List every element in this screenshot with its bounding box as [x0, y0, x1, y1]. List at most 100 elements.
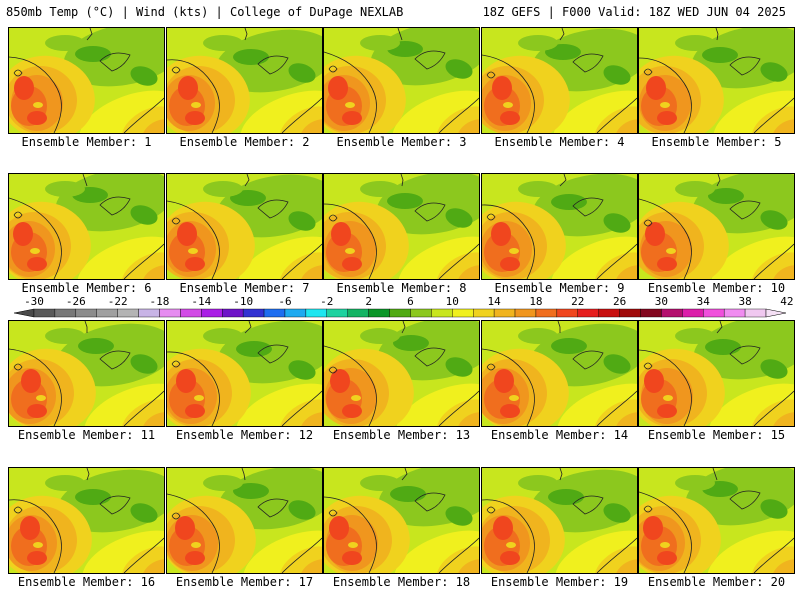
cool-region — [518, 35, 558, 51]
coastline — [557, 321, 561, 333]
ensemble-panel-map — [638, 27, 795, 134]
plume-spot — [345, 102, 355, 108]
cool-core — [551, 194, 587, 210]
cool-region — [675, 35, 715, 51]
isotherm-contour — [729, 345, 761, 365]
temperature-field — [9, 174, 164, 279]
temperature-field — [482, 321, 637, 426]
colorbar-swatch — [96, 308, 118, 318]
coastline — [123, 243, 164, 279]
ensemble-panel-map — [481, 467, 638, 574]
plume-spot — [509, 248, 519, 254]
isotherm-contour — [572, 495, 604, 515]
cool-core — [603, 354, 631, 374]
warm-region — [457, 265, 479, 279]
isotherm-contour — [414, 492, 446, 512]
cool-core — [603, 213, 631, 233]
isotherm-contour — [414, 202, 446, 222]
coastline — [715, 28, 719, 41]
colorbar-swatch — [703, 308, 725, 318]
isotherm-contour — [486, 71, 496, 79]
plume-hot — [500, 111, 520, 125]
colorbar-tick-label: 34 — [696, 295, 710, 308]
cool-core — [130, 205, 158, 225]
cool-core — [78, 338, 114, 354]
colorbar-swatch — [535, 308, 558, 318]
cool-core — [390, 486, 426, 502]
plume-hot — [185, 551, 205, 565]
cool-core — [230, 190, 266, 206]
isotherm-contour — [99, 350, 131, 370]
colorbar-tick-label: 30 — [654, 295, 669, 308]
coastline — [281, 537, 322, 573]
cool-region — [518, 328, 558, 344]
plume-hot — [185, 111, 205, 125]
ensemble-panel-map — [481, 320, 638, 427]
cool-core — [603, 503, 631, 523]
cool-core — [705, 339, 741, 355]
colorbar-swatch — [263, 308, 286, 318]
colorbar-tick-label: -10 — [233, 295, 254, 308]
temperature-colorbar — [13, 308, 787, 318]
ensemble-member-label: Ensemble Member: 4 — [494, 135, 625, 149]
isotherm-contour — [486, 363, 496, 371]
coastline — [716, 321, 723, 334]
temperature-field — [324, 28, 479, 133]
warm-region — [142, 412, 164, 426]
ensemble-panel-map — [481, 173, 638, 280]
cool-region — [675, 181, 715, 197]
plume-hot — [27, 404, 47, 418]
plume-spot — [191, 102, 201, 108]
isotherm-contour — [99, 495, 131, 515]
valid-time: 18Z GEFS | F000 Valid: 18Z WED JUN 04 20… — [482, 5, 786, 19]
isotherm-contour — [328, 509, 338, 517]
colorbar-swatch — [598, 308, 620, 318]
plume-spot — [503, 102, 513, 108]
plume-spot — [36, 395, 46, 401]
plume-hot — [500, 257, 520, 271]
cool-region — [203, 475, 243, 491]
cool-core — [445, 357, 473, 377]
plume-hot — [493, 516, 513, 540]
colorbar-swatch — [326, 308, 348, 318]
isotherm-contour — [639, 57, 692, 133]
colorbar-swatch — [452, 308, 474, 318]
colorbar-swatch — [284, 308, 307, 318]
ensemble-panel-map — [8, 320, 165, 427]
cool-core — [75, 489, 111, 505]
plume-spot — [666, 248, 676, 254]
plume-hot — [14, 76, 34, 100]
isotherm-contour — [482, 348, 535, 426]
isotherm-contour — [9, 56, 62, 133]
colorbar-tick-label: 26 — [612, 295, 627, 308]
cool-core — [288, 360, 316, 380]
plume-hot — [500, 551, 520, 565]
colorbar-swatch — [514, 308, 537, 318]
cool-core — [130, 66, 158, 86]
plume-hot — [494, 369, 514, 393]
isotherm-contour — [13, 506, 23, 514]
colorbar-max-arrow — [765, 308, 787, 318]
coastline — [123, 390, 164, 426]
cool-core — [233, 49, 269, 65]
coastline — [712, 468, 718, 481]
isotherm-contour — [572, 350, 604, 370]
colorbar-swatch — [389, 308, 411, 318]
warm-region — [615, 119, 637, 133]
coastline — [86, 468, 90, 481]
plume-hot — [657, 111, 677, 125]
isotherm-contour — [328, 366, 338, 374]
isotherm-contour — [643, 68, 653, 76]
ensemble-panel-map — [323, 467, 480, 574]
colorbar-swatch — [54, 308, 77, 318]
colorbar-swatch — [222, 308, 244, 318]
plume-spot — [660, 542, 670, 548]
ensemble-member-label: Ensemble Member: 12 — [175, 428, 314, 442]
cool-region — [675, 328, 715, 344]
temperature-field — [167, 321, 322, 426]
cool-core — [445, 208, 473, 228]
colorbar-min-arrow — [13, 308, 35, 318]
colorbar-tick-label: 10 — [445, 295, 459, 308]
ensemble-member-label: Ensemble Member: 16 — [17, 575, 156, 589]
temperature-field — [639, 174, 794, 279]
